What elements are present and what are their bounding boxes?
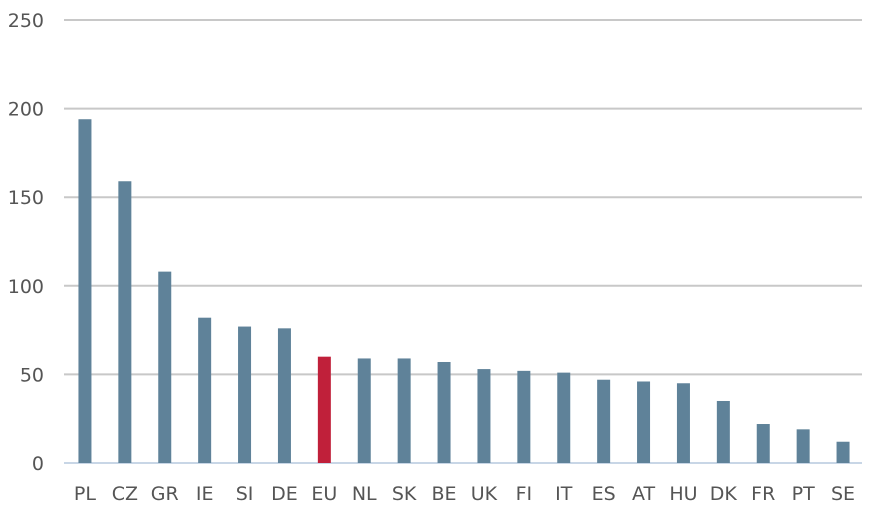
y-tick-label: 150 xyxy=(8,187,44,209)
bar-pl xyxy=(78,119,92,464)
bar-fi xyxy=(517,370,531,463)
bar-hu xyxy=(676,383,690,463)
x-tick-label-be: BE xyxy=(432,483,457,505)
bar-pt xyxy=(796,429,810,463)
y-axis-labels: 0 50 100 150 200 250 xyxy=(8,10,44,475)
x-tick-label-gr: GR xyxy=(151,483,179,505)
x-tick-label-pt: PT xyxy=(792,483,815,505)
y-tick-label: 50 xyxy=(20,364,44,386)
bar-gr xyxy=(158,271,172,463)
x-axis-labels: PL CZ GR IE SI DE EU NL SK BE UK FI IT ES AT HU DK FR PT SE xyxy=(74,483,855,505)
bar-dk xyxy=(716,400,730,463)
bar-it xyxy=(557,372,571,463)
x-tick-label-eu: EU xyxy=(311,483,337,505)
y-tick-label: 0 xyxy=(32,453,44,475)
x-tick-label-hu: HU xyxy=(669,483,697,505)
x-tick-label-es: ES xyxy=(592,483,616,505)
x-tick-label-fi: FI xyxy=(516,483,533,505)
x-tick-label-pl: PL xyxy=(74,483,96,505)
x-tick-label-ie: IE xyxy=(196,483,214,505)
bars xyxy=(78,119,850,464)
gridlines xyxy=(64,19,862,464)
bar-de xyxy=(277,328,291,463)
x-tick-label-de: DE xyxy=(271,483,298,505)
bar-sk xyxy=(397,358,411,463)
y-tick-label: 250 xyxy=(8,10,44,32)
bar-eu xyxy=(317,356,331,463)
x-tick-label-at: AT xyxy=(632,483,656,505)
bar-be xyxy=(437,361,451,463)
y-tick-label: 200 xyxy=(8,99,44,121)
x-tick-label-dk: DK xyxy=(710,483,738,505)
x-tick-label-uk: UK xyxy=(471,483,498,505)
y-tick-label: 100 xyxy=(8,276,44,298)
x-tick-label-it: IT xyxy=(555,483,573,505)
bar-nl xyxy=(357,358,371,463)
bar-es xyxy=(597,379,611,463)
bar-uk xyxy=(477,369,491,463)
bar-at xyxy=(637,381,651,463)
bar-fr xyxy=(756,424,770,463)
bar-ie xyxy=(198,317,212,463)
bar-se xyxy=(836,441,850,463)
x-tick-label-nl: NL xyxy=(352,483,377,505)
x-tick-label-si: SI xyxy=(236,483,254,505)
x-tick-label-sk: SK xyxy=(392,483,417,505)
x-tick-label-se: SE xyxy=(831,483,855,505)
bar-si xyxy=(238,326,252,463)
x-tick-label-cz: CZ xyxy=(112,483,138,505)
bar-cz xyxy=(118,181,132,463)
x-tick-label-fr: FR xyxy=(751,483,775,505)
